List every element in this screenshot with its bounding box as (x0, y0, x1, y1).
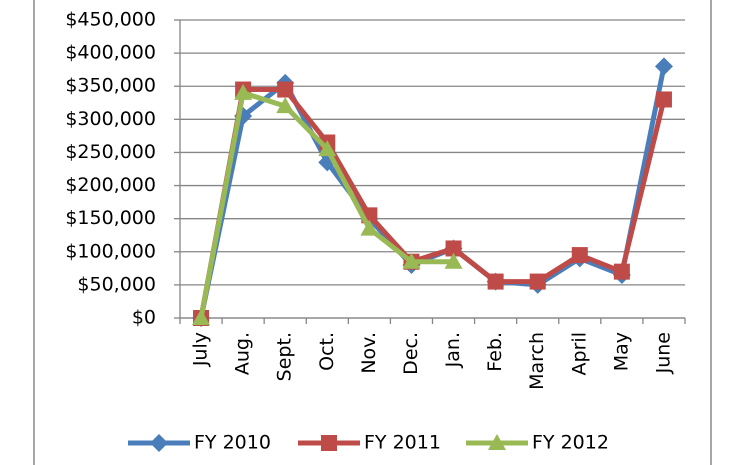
x-tick-label: Oct. (316, 332, 338, 371)
y-tick-label: $450,000 (65, 9, 156, 31)
marker (488, 434, 506, 450)
x-tick-label: Feb. (484, 332, 506, 372)
marker (150, 434, 168, 452)
y-tick-label: $350,000 (65, 75, 156, 97)
legend-label: FY 2010 (194, 432, 271, 454)
marker (402, 252, 421, 269)
y-tick-label: $150,000 (65, 207, 156, 229)
marker (321, 435, 337, 451)
x-tick-label: July (190, 332, 212, 367)
marker (444, 252, 463, 269)
x-tick-label: Nov. (358, 332, 380, 374)
x-tick-label: Dec. (400, 332, 422, 375)
x-tick-label: March (526, 332, 548, 390)
marker (445, 240, 462, 257)
y-tick-label: $400,000 (65, 42, 156, 64)
marker (234, 83, 253, 100)
marker (655, 91, 672, 108)
y-tick-label: $300,000 (65, 108, 156, 130)
x-tick-label: Jan. (442, 332, 464, 368)
x-tick-label: Aug. (232, 332, 254, 375)
y-tick-label: $0 (132, 307, 156, 329)
marker (318, 140, 337, 157)
y-tick-label: $250,000 (65, 141, 156, 163)
marker (277, 81, 294, 98)
y-tick-label: $100,000 (65, 240, 156, 262)
y-tick-label: $200,000 (65, 174, 156, 196)
legend-label: FY 2012 (532, 432, 609, 454)
marker (487, 273, 504, 290)
marker (613, 263, 630, 280)
marker (276, 97, 295, 114)
marker (192, 309, 211, 325)
x-tick-label: May (610, 332, 632, 371)
legend-label: FY 2011 (364, 432, 441, 454)
marker (529, 273, 546, 290)
marker (360, 219, 379, 236)
x-tick-label: April (568, 332, 590, 375)
marker (571, 247, 588, 264)
x-tick-label: Sept. (274, 332, 296, 381)
marker (654, 57, 673, 76)
x-tick-label: June (652, 332, 674, 374)
y-tick-label: $50,000 (77, 273, 156, 295)
